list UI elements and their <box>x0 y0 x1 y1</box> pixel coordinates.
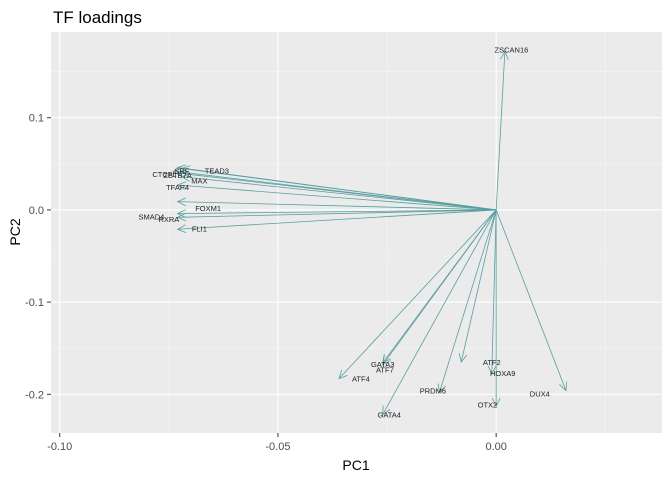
arrowhead <box>176 209 186 218</box>
vector-label-tfap4: TFAP4 <box>166 183 189 192</box>
vector-label-atf7: ATF7 <box>376 365 394 374</box>
loading-vector-tfap4 <box>176 181 497 211</box>
vector-line <box>177 209 497 215</box>
vector-line <box>495 51 506 210</box>
vector-label-srf: SRF <box>174 166 189 175</box>
arrowhead <box>458 353 468 363</box>
vector-line <box>177 209 497 218</box>
arrowhead <box>559 381 568 392</box>
grid-minor <box>51 32 662 433</box>
vector-label-hoxa9: HOXA9 <box>490 369 515 378</box>
loading-vector-fli1 <box>176 209 497 234</box>
arrowhead <box>437 383 446 394</box>
vector-label-smad4: SMAD4 <box>138 212 164 221</box>
x-tick-label: 0.00 <box>485 441 506 453</box>
loading-vector-dux4 <box>495 209 568 392</box>
arrowhead <box>500 50 509 60</box>
vector-line <box>495 209 567 391</box>
loading-vector-hoxa9 <box>487 209 497 375</box>
vector-label-tead3: TEAD3 <box>205 166 229 175</box>
arrowhead <box>176 197 186 207</box>
vector-label-zbtb7a: ZBTB7A <box>163 171 191 180</box>
vector-label-prdm6: PRDM6 <box>420 387 446 396</box>
vector-label-gata4: GATA4 <box>377 411 400 420</box>
vector-line <box>181 176 497 211</box>
vector-line <box>177 172 497 211</box>
arrowhead <box>172 167 182 177</box>
vector-line <box>460 209 497 363</box>
loading-vector-atf2 <box>458 209 497 363</box>
x-tick-label: -0.05 <box>265 441 290 453</box>
vector-label-dux4: DUX4 <box>530 389 550 398</box>
y-axis-title: PC2 <box>7 218 23 245</box>
arrowhead <box>176 212 186 222</box>
y-tick-label: -0.2 <box>25 389 44 401</box>
vector-line <box>177 201 497 211</box>
arrowhead <box>338 369 348 380</box>
loading-vector-max <box>181 173 497 211</box>
loading-vector-otx2 <box>491 209 501 408</box>
arrowhead <box>176 181 187 190</box>
vector-label-atf2: ATF2 <box>483 358 501 367</box>
arrowhead <box>176 164 187 173</box>
vector-line <box>382 209 497 415</box>
y-tick-label: 0.1 <box>29 113 44 125</box>
arrowhead <box>491 397 501 408</box>
arrowhead <box>487 365 497 375</box>
vector-label-rxra: RXRA <box>158 215 179 224</box>
loading-vector-atf7 <box>382 209 497 366</box>
y-axis: -0.2 -0.1 0.0 0.1 <box>25 113 51 401</box>
loading-vector-prdm6 <box>437 209 497 394</box>
x-axis: -0.10 -0.05 0.00 <box>47 433 507 453</box>
loading-vector-rxra <box>176 209 497 222</box>
loading-vector-foxm1 <box>176 197 497 211</box>
arrowhead <box>382 405 391 416</box>
x-axis-title: PC1 <box>342 457 369 473</box>
plot-panel <box>51 32 662 433</box>
vector-line <box>382 209 497 366</box>
arrowhead <box>176 224 187 234</box>
x-tick-label: -0.10 <box>47 441 72 453</box>
vector-label-foxm1: FOXM1 <box>195 204 221 213</box>
vector-line <box>338 209 497 379</box>
arrowhead <box>382 355 391 366</box>
loading-vector-gata4 <box>382 209 497 416</box>
vector-label-ctcfl: CTCFL <box>152 170 176 179</box>
y-tick-label: -0.1 <box>25 297 44 309</box>
vector-line <box>177 184 497 211</box>
loading-vector-smad4 <box>176 209 497 218</box>
vector-line <box>439 209 497 393</box>
arrowhead <box>181 173 191 182</box>
vector-line <box>177 167 497 211</box>
loading-vector-zscan16 <box>495 50 509 210</box>
chart-title: TF loadings <box>53 8 142 27</box>
vector-line <box>177 209 497 230</box>
vector-label-zscan16: ZSCAN16 <box>495 46 529 55</box>
y-tick-label: 0.0 <box>29 205 44 217</box>
vector-label-max: MAX <box>191 176 207 185</box>
vector-label-otx2: OTX2 <box>478 400 498 409</box>
vector-label-fli1: FLI1 <box>192 224 207 233</box>
vector-label-atf4: ATF4 <box>352 375 370 384</box>
loading-vectors <box>172 50 568 416</box>
loading-vector-srf <box>176 164 497 211</box>
vector-line <box>491 209 497 375</box>
loading-vector-atf4 <box>338 209 497 380</box>
vector-label-gata3: GATA3 <box>371 360 394 369</box>
